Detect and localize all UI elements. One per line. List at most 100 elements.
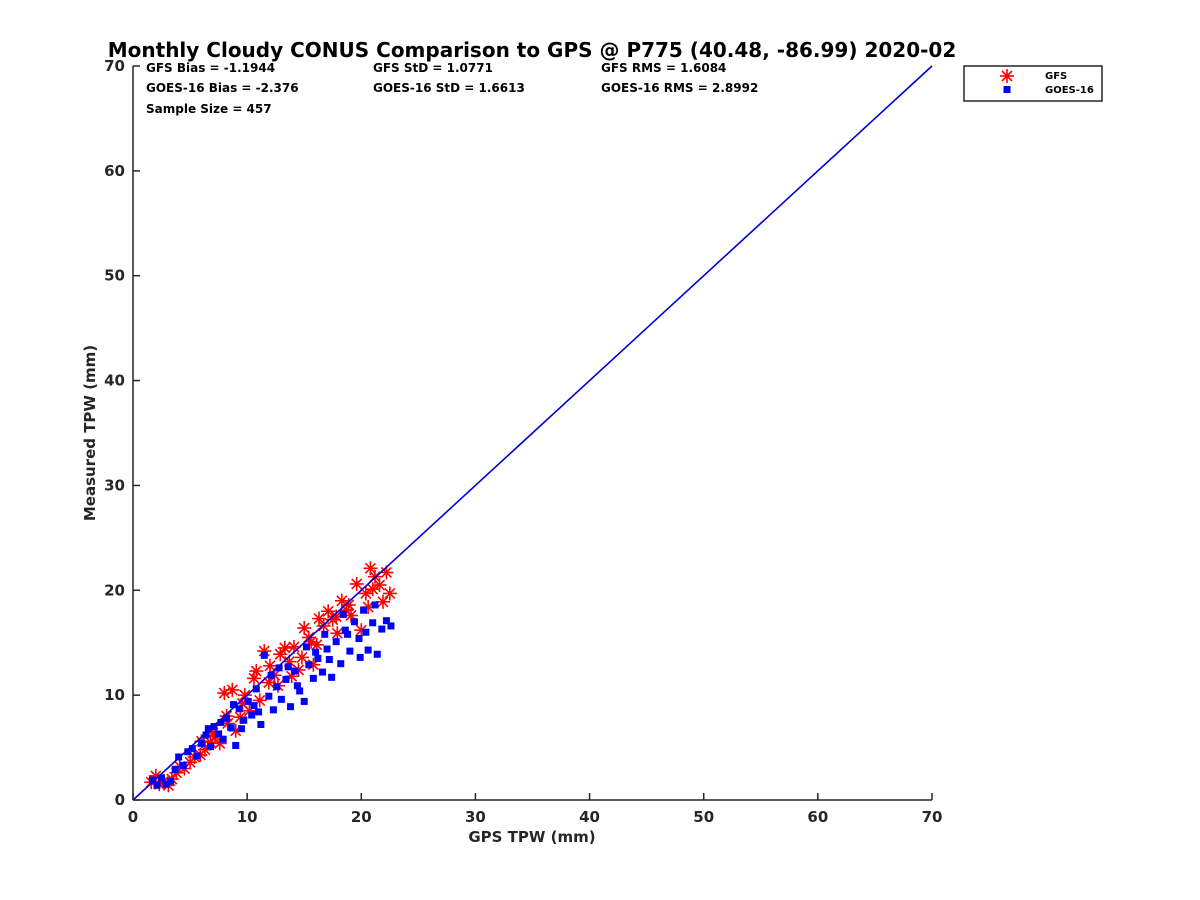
gfs-point	[225, 682, 240, 697]
goes16-point	[167, 777, 175, 785]
x-tick-label: 30	[465, 808, 486, 826]
legend-box	[963, 65, 1103, 102]
goes16-point	[300, 697, 308, 705]
goes16-point	[153, 781, 161, 789]
y-tick-label: 60	[104, 162, 125, 180]
goes16-point	[373, 650, 381, 658]
gfs-point	[341, 597, 356, 612]
goes16-point	[305, 661, 313, 669]
goes16-point	[207, 743, 215, 751]
goes16-point	[325, 655, 333, 663]
goes16-point	[364, 646, 372, 654]
goes16-point	[277, 695, 285, 703]
goes16-point	[282, 675, 290, 683]
goes16-point	[287, 703, 295, 711]
stat-gfs-std: GFS StD = 1.0771	[373, 61, 493, 75]
goes16-point	[148, 776, 156, 784]
goes16-point	[158, 774, 166, 782]
goes16-point	[323, 645, 331, 653]
goes16-point	[184, 748, 192, 756]
goes16-point	[232, 741, 240, 749]
gfs-point	[382, 586, 397, 601]
goes16-point	[387, 622, 395, 630]
x-tick-label: 60	[807, 808, 828, 826]
stat-gfs-bias: GFS Bias = -1.1944	[146, 61, 275, 75]
goes16-point	[337, 660, 345, 668]
stat-goes-rms: GOES-16 RMS = 2.8992	[601, 81, 758, 95]
goes16-point	[265, 692, 273, 700]
goes16-point	[350, 618, 358, 626]
goes16-point	[328, 673, 336, 681]
goes16-point	[314, 654, 322, 662]
goes16-point	[369, 619, 377, 627]
goes16-point	[217, 718, 225, 726]
goes16-point	[360, 606, 368, 614]
y-tick-label: 0	[115, 791, 125, 809]
goes16-point	[273, 683, 281, 691]
gfs-point	[363, 561, 378, 576]
goes16-point	[346, 647, 354, 655]
y-tick-label: 70	[104, 57, 125, 75]
goes16-point	[293, 682, 301, 690]
gfs-point	[365, 582, 380, 597]
x-axis-label: GPS TPW (mm)	[468, 828, 595, 846]
goes16-point	[356, 653, 364, 661]
goes16-point	[237, 725, 245, 733]
stat-goes-bias: GOES-16 Bias = -2.376	[146, 81, 299, 95]
goes16-point	[341, 626, 349, 634]
goes16-point	[193, 752, 201, 760]
axes	[132, 66, 932, 801]
ticks-layer: 0 10 20 30 40 50 60 70 0 10 20 30 40 50 60 70	[104, 57, 942, 826]
goes16-point	[244, 697, 252, 705]
goes16-point	[382, 617, 390, 625]
legend: GFS GOES-16	[963, 65, 1103, 102]
goes16-point	[302, 643, 310, 651]
chart-title: Monthly Cloudy CONUS Comparison to GPS @…	[108, 38, 957, 62]
x-tick-label: 50	[693, 808, 714, 826]
stat-gfs-rms: GFS RMS = 1.6084	[601, 61, 726, 75]
x-tick-label: 40	[579, 808, 600, 826]
gfs-point	[294, 650, 309, 665]
goes16-point	[269, 706, 277, 714]
goes16-point	[252, 685, 260, 693]
legend-goes-marker	[1003, 86, 1011, 93]
goes16-point	[284, 663, 292, 671]
y-tick-label: 50	[104, 267, 125, 285]
goes16-point	[362, 628, 370, 636]
goes16-point	[309, 674, 317, 682]
goes16-point	[255, 708, 263, 716]
goes16-point	[202, 731, 210, 739]
y-tick-label: 30	[104, 476, 125, 494]
goes16-point	[378, 625, 386, 633]
goes16-point	[371, 601, 379, 609]
goes16-point	[188, 745, 196, 753]
goes16-point	[248, 711, 256, 719]
gfs-point	[312, 611, 327, 626]
goes16-point	[312, 648, 320, 656]
goes16-point	[223, 714, 231, 722]
stat-sample-size: Sample Size = 457	[146, 102, 272, 116]
goes16-point	[344, 630, 352, 638]
goes16-point	[291, 667, 299, 675]
x-tick-label: 20	[351, 808, 372, 826]
goes16-point	[296, 687, 304, 695]
goes16-point	[257, 721, 265, 729]
gfs-point	[249, 664, 264, 679]
stats-block: GFS Bias = -1.1944 GFS StD = 1.0771 GFS …	[146, 61, 758, 116]
gfs-point	[349, 576, 364, 591]
goes16-point	[171, 766, 179, 774]
goes16-point	[162, 780, 170, 788]
goes16-point	[197, 739, 205, 747]
goes16-point	[318, 668, 326, 676]
goes16-point	[215, 730, 223, 738]
goes16-point	[240, 716, 248, 724]
goes16-point	[260, 651, 268, 659]
goes16-point	[250, 702, 258, 710]
gfs-point	[286, 639, 301, 654]
goes16-point	[332, 638, 340, 646]
goes16-point	[275, 664, 283, 672]
goes16-point	[339, 610, 347, 618]
y-tick-label: 20	[104, 581, 125, 599]
goes16-point	[227, 724, 235, 732]
